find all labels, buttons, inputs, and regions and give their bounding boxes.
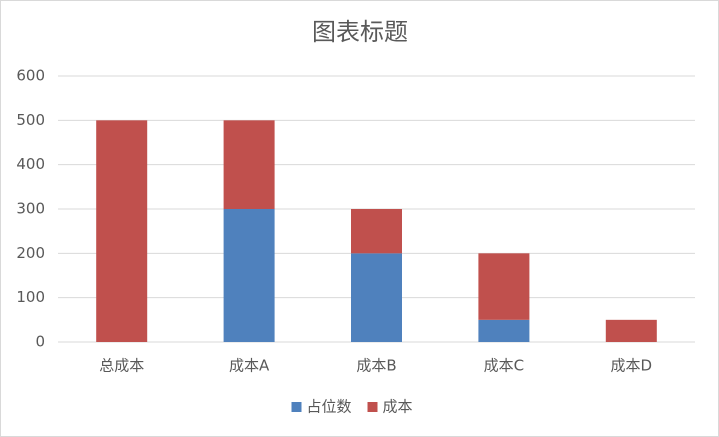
legend-swatch — [367, 402, 378, 412]
x-tick-label: 总成本 — [99, 357, 144, 375]
y-tick-label: 200 — [16, 244, 45, 262]
bar-segment — [351, 253, 402, 342]
legend-label: 占位数 — [307, 398, 352, 416]
y-tick-label: 100 — [16, 288, 45, 306]
bar-segment — [96, 120, 148, 342]
y-tick-label: 600 — [16, 67, 45, 85]
bar-segment — [223, 209, 275, 342]
x-tick-label: 成本D — [611, 357, 653, 375]
x-tick-label: 成本C — [484, 357, 524, 375]
y-tick-label: 400 — [16, 155, 45, 173]
x-tick-label: 成本B — [356, 357, 396, 375]
y-tick-label: 500 — [16, 111, 45, 129]
x-tick-label: 成本A — [229, 357, 270, 375]
legend-swatch — [291, 402, 302, 412]
y-tick-label: 0 — [35, 333, 45, 351]
bar-segment — [605, 319, 657, 342]
bar-segment — [351, 209, 402, 254]
legend-label: 成本 — [383, 398, 413, 416]
y-tick-label: 300 — [16, 200, 45, 218]
chart-title: 图表标题 — [312, 18, 408, 46]
bar-segment — [223, 120, 275, 209]
bar-segment — [478, 319, 530, 342]
bar-segment — [478, 253, 530, 320]
